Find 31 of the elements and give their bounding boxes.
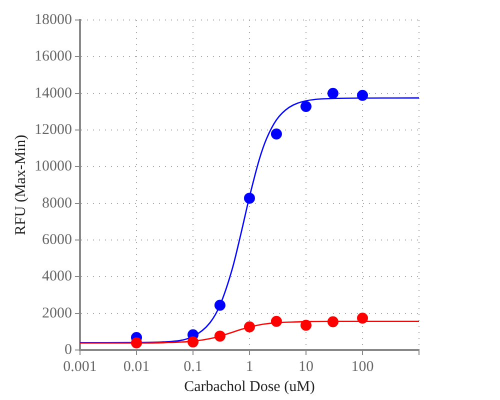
point	[214, 330, 226, 342]
y-tick-label: 16000	[34, 48, 72, 65]
y-tick-label: 14000	[34, 85, 72, 102]
x-tick-label: 100	[351, 358, 374, 375]
point	[244, 192, 255, 204]
x-tick-label: 0.01	[123, 358, 150, 375]
y-tick-label: 18000	[34, 12, 72, 28]
point	[188, 336, 198, 348]
point	[214, 300, 226, 311]
point	[300, 320, 312, 331]
point	[327, 316, 338, 328]
point	[327, 88, 338, 99]
x-tick-label: 10	[298, 358, 314, 375]
point	[244, 321, 255, 332]
y-axis-title: RFU (Max-Min)	[12, 134, 29, 236]
point	[270, 128, 282, 140]
x-axis-title: Carbachol Dose (uM)	[184, 378, 315, 395]
y-tick-label: 10000	[34, 158, 72, 175]
point	[270, 316, 282, 327]
point	[357, 90, 368, 101]
y-tick-label: 4000	[42, 268, 72, 285]
x-tick-label: 1	[246, 358, 254, 375]
y-tick-label: 0	[64, 342, 72, 358]
y-tick-label: 12000	[34, 122, 72, 138]
point	[300, 101, 312, 112]
point	[357, 312, 368, 324]
y-tick-label: 2000	[42, 305, 72, 322]
y-tick-label: 6000	[42, 232, 72, 248]
x-tick-label: 0.001	[63, 358, 97, 375]
y-tick-label: 8000	[42, 195, 72, 212]
x-tick-label: 0.1	[184, 358, 202, 375]
